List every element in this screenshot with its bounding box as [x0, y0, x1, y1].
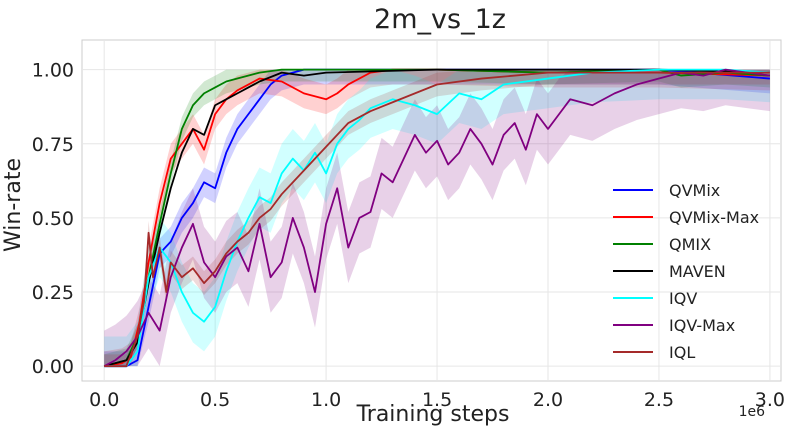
y-tick-labels: 0.00 0.25 0.50 0.75 1.00 [32, 60, 74, 379]
legend-label-qvmix-max: QVMix-Max [669, 208, 759, 227]
legend-label-maven: MAVEN [669, 262, 726, 281]
legend-label-qmix: QMIX [669, 235, 711, 254]
plot-area [81, 39, 782, 382]
y-tick-label: 1.00 [32, 60, 74, 82]
x-tick-label: 1.0 [311, 389, 341, 411]
band-iqv-max [104, 69, 770, 367]
x-tick-label: 2.5 [644, 389, 674, 411]
x-tick-label: 0.5 [200, 389, 230, 411]
legend: QVMix QVMix-Max QMIX MAVEN IQV IQV-Max IQL [613, 181, 759, 362]
series-lines [103, 68, 771, 368]
y-axis-label: Win-rate [1, 158, 26, 252]
legend-label-iql: IQL [669, 343, 695, 362]
x-tick-label: 1.5 [422, 389, 452, 411]
x-tick-label: 0.0 [89, 389, 119, 411]
x-tick-labels: 0.0 0.5 1.0 1.5 2.0 2.5 3.0 [89, 389, 785, 411]
legend-label-iqv: IQV [669, 289, 697, 308]
y-tick-label: 0.75 [32, 134, 74, 156]
confidence-bands [104, 69, 770, 367]
x-axis-label: Training steps [356, 402, 510, 427]
y-tick-label: 0.50 [32, 208, 74, 230]
grid [82, 40, 781, 381]
y-tick-label: 0.00 [32, 356, 74, 378]
band-iqv [104, 69, 770, 367]
legend-label-iqv-max: IQV-Max [669, 316, 735, 335]
line-iql [104, 71, 770, 368]
chart-title: 2m_vs_1z [374, 4, 506, 35]
y-tick-label: 0.25 [32, 282, 74, 304]
legend-label-qvmix: QVMix [669, 181, 720, 200]
x-tick-label: 2.0 [533, 389, 563, 411]
line-iqv-max [103, 68, 771, 367]
x-tick-label: 3.0 [755, 389, 785, 411]
x-offset-label: 1e6 [739, 404, 766, 420]
